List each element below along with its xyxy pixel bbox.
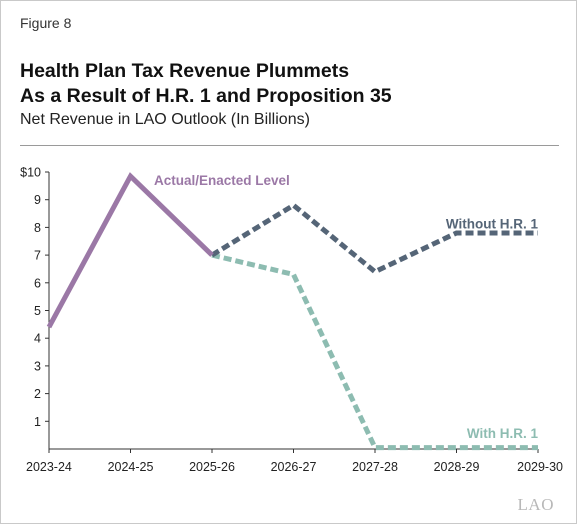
series-line-without-h-r-1: [210, 202, 538, 275]
series-line-actual-enacted-level: [46, 172, 214, 329]
y-tick-label: 8: [34, 221, 41, 235]
series-line-with-h-r-1: [211, 252, 538, 451]
x-tick-label: 2029-30: [517, 460, 563, 474]
y-axis: 1 2 3 4 5 6 7 8 9 $10: [20, 166, 50, 449]
series-layer: [46, 172, 538, 451]
y-tick-label: 2: [34, 387, 41, 401]
y-tick-label: 6: [34, 276, 41, 290]
chart-title-line-2: As a Result of H.R. 1 and Proposition 35: [20, 85, 392, 107]
chart-subtitle: Net Revenue in LAO Outlook (In Billions): [20, 111, 310, 128]
series-label: Without H.R. 1: [446, 217, 539, 232]
figure-label: Figure 8: [20, 15, 72, 31]
y-tick-label: 5: [34, 304, 41, 318]
chart-title-line-1: Health Plan Tax Revenue Plummets: [20, 60, 350, 82]
x-tick-label: 2025-26: [189, 460, 235, 474]
lao-logo-watermark: LAO: [517, 495, 554, 514]
y-tick-label: $10: [20, 166, 41, 180]
x-tick-label: 2028-29: [434, 460, 480, 474]
y-tick-label: 4: [34, 332, 41, 346]
x-axis: 2023-24 2024-25 2025-26 2026-27 2027-28 2028-…: [26, 448, 563, 474]
series-label: With H.R. 1: [467, 426, 539, 441]
x-tick-label: 2023-24: [26, 460, 72, 474]
y-tick-label: 1: [34, 415, 41, 429]
y-tick-label: 3: [34, 359, 41, 373]
series-label-layer: Actual/Enacted Level Without H.R. 1 With H…: [154, 173, 538, 441]
y-tick-label: 9: [34, 193, 41, 207]
y-tick-label: 7: [34, 249, 41, 263]
title-divider: [20, 145, 559, 146]
chart-title: Health Plan Tax Revenue Plummets As a Re…: [20, 59, 392, 109]
x-tick-label: 2026-27: [271, 460, 317, 474]
x-tick-label: 2024-25: [108, 460, 154, 474]
series-label: Actual/Enacted Level: [154, 173, 290, 188]
x-tick-label: 2027-28: [352, 460, 398, 474]
